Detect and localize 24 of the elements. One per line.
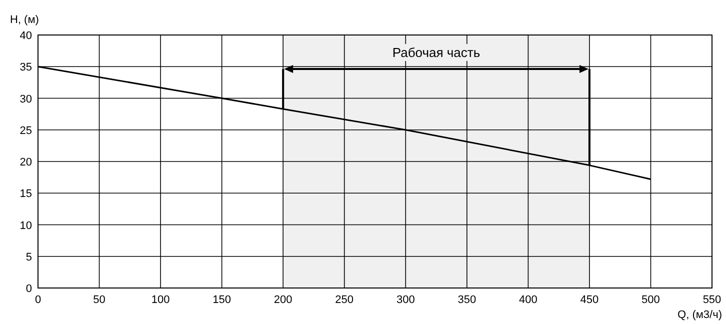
x-tick-label: 450 — [580, 294, 599, 306]
x-tick-label: 250 — [335, 294, 354, 306]
x-tick-label: 300 — [396, 294, 415, 306]
y-tick-label: 15 — [20, 188, 32, 200]
x-tick-label: 0 — [34, 294, 42, 306]
x-tick-label: 550 — [702, 294, 722, 306]
y-tick-label: 35 — [20, 62, 32, 74]
y-tick-label: 30 — [20, 93, 32, 106]
y-tick-label: 5 — [26, 251, 32, 264]
x-axis-title: Q, (м3/ч) — [678, 309, 722, 321]
x-tick-label: 350 — [458, 294, 476, 306]
x-tick-label: 500 — [642, 294, 660, 306]
x-tick-label: 50 — [93, 294, 106, 306]
x-tick-label: 150 — [212, 294, 231, 306]
y-tick-label: 20 — [20, 156, 32, 168]
x-tick-label: 200 — [274, 294, 292, 306]
y-tick-label: 10 — [20, 220, 32, 232]
y-axis-title: H, (м) — [10, 14, 39, 26]
x-tick-label: 100 — [151, 294, 170, 306]
x-tick-label: 400 — [519, 294, 538, 306]
y-tick-label: 25 — [20, 124, 32, 137]
band-label: Рабочая часть — [392, 45, 480, 60]
y-tick-label: 40 — [20, 30, 32, 42]
y-tick-label: 0 — [26, 283, 32, 295]
